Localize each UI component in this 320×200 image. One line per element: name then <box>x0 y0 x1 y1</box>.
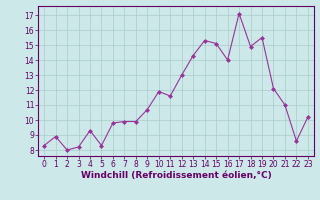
X-axis label: Windchill (Refroidissement éolien,°C): Windchill (Refroidissement éolien,°C) <box>81 171 271 180</box>
